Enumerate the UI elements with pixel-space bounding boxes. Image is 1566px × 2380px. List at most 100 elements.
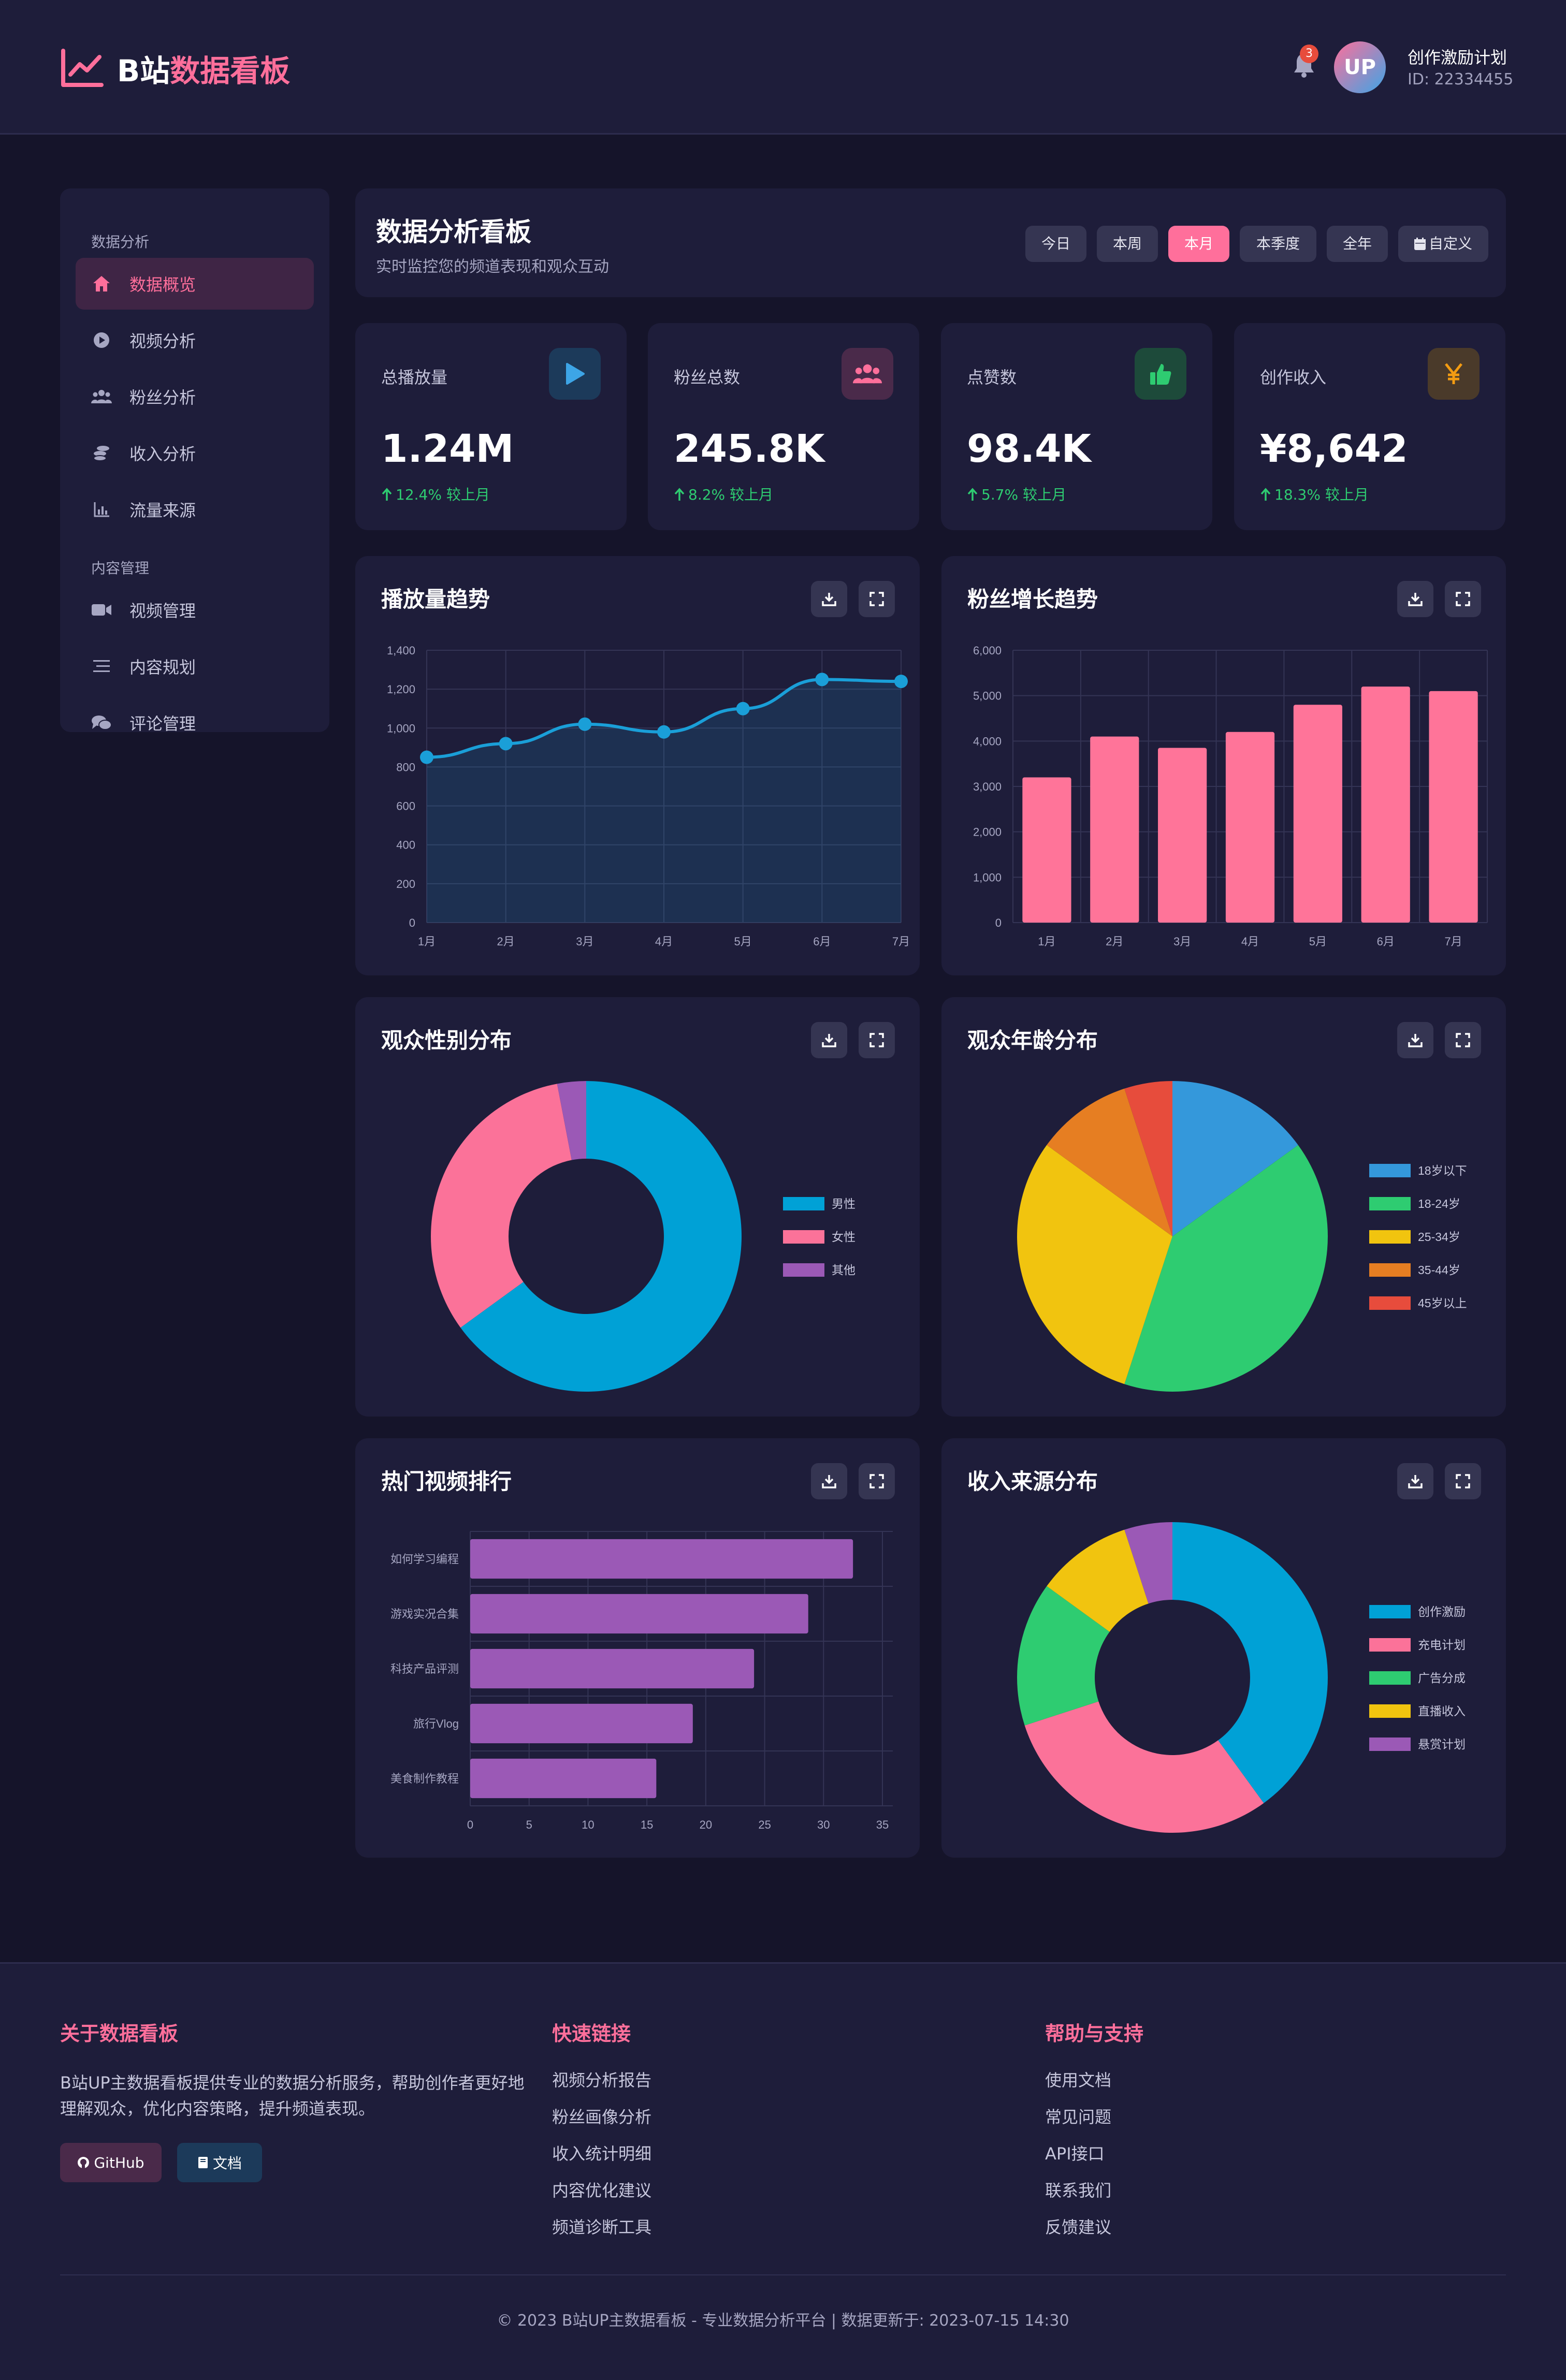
fullscreen-button[interactable] [859, 581, 895, 617]
pie-slice [1124, 1522, 1172, 1604]
x-tick-label: 3月 [1173, 935, 1191, 948]
fans-growth-panel: 粉丝增长趋势 0 1,000 2,000 3,000 4,000 5,000 6,000 1月… [941, 556, 1506, 975]
fans-growth-chart: 0 1,000 2,000 3,000 4,000 5,000 6,000 1月 2月 3月 4月 5… [973, 644, 1488, 948]
pie-slice [1017, 1586, 1110, 1726]
stat-label: 粉丝总数 [674, 368, 741, 387]
play-icon [549, 348, 601, 400]
data-point [420, 750, 433, 764]
fullscreen-button[interactable] [1445, 581, 1481, 617]
footer-divider [60, 2274, 1506, 2275]
chart-title: 粉丝增长趋势 [967, 587, 1098, 612]
fullscreen-button[interactable] [859, 1022, 895, 1058]
github-button[interactable]: GitHub [60, 2143, 162, 2182]
chart-title: 观众年龄分布 [967, 1028, 1098, 1053]
comments-icon [91, 712, 112, 732]
stat-card-fans: 粉丝总数 245.8K 8.2% 较上月 [648, 323, 919, 530]
sidebar-item-label: 流量来源 [129, 501, 196, 520]
range-year-button[interactable]: 全年 [1327, 226, 1388, 262]
legend-swatch [1369, 1296, 1411, 1310]
page-title: 数据分析看板 [376, 217, 531, 247]
top-header: B站数据看板 3 UP 创作激励计划 ID: 22334455 [0, 0, 1566, 135]
sidebar-item-income-analysis[interactable]: 收入分析 [76, 427, 314, 479]
download-button[interactable] [811, 581, 847, 617]
fullscreen-button[interactable] [1445, 1463, 1481, 1499]
coins-icon [91, 443, 112, 463]
legend-label: 直播收入 [1418, 1704, 1466, 1718]
footer-help-link[interactable]: 反馈建议 [1045, 2217, 1112, 2237]
stat-label: 创作收入 [1260, 368, 1327, 387]
sidebar-item-traffic-source[interactable]: 流量来源 [76, 484, 314, 535]
download-button[interactable] [811, 1022, 847, 1058]
download-button[interactable] [811, 1463, 847, 1499]
fullscreen-button[interactable] [1445, 1022, 1481, 1058]
download-button[interactable] [1397, 581, 1433, 617]
x-tick-label: 6月 [813, 935, 831, 948]
docs-button[interactable]: 文档 [177, 2143, 262, 2182]
y-tick-label: 200 [396, 878, 415, 890]
legend-label: 18岁以下 [1418, 1164, 1467, 1177]
sidebar-item-content-planning[interactable]: 内容规划 [76, 640, 314, 692]
avatar[interactable]: UP [1334, 41, 1386, 93]
stat-value: ¥8,642 [1260, 427, 1408, 471]
download-icon [822, 593, 836, 606]
pie-slice [1047, 1088, 1172, 1236]
range-month-button[interactable]: 本月 [1168, 226, 1229, 262]
sidebar-item-label: 粉丝分析 [129, 388, 196, 407]
footer-about-text: B站UP主数据看板提供专业的数据分析服务，帮助创作者更好地理解观众，优化内容策略… [60, 2073, 525, 2119]
data-point [578, 717, 592, 731]
legend-label: 35-44岁 [1418, 1263, 1460, 1277]
footer-link[interactable]: 视频分析报告 [552, 2070, 652, 2090]
range-custom-button[interactable]: 自定义 [1398, 226, 1488, 262]
footer-link[interactable]: 粉丝画像分析 [552, 2107, 652, 2127]
footer-help-link[interactable]: 联系我们 [1045, 2181, 1112, 2200]
data-point [815, 673, 829, 687]
footer-help: 帮助与支持 使用文档 常见问题 API接口 联系我们 反馈建议 [1045, 2018, 1143, 2254]
x-tick-label: 7月 [892, 935, 910, 948]
range-week-button[interactable]: 本周 [1097, 226, 1158, 262]
range-today-button[interactable]: 今日 [1025, 226, 1086, 262]
logo[interactable]: B站数据看板 [60, 47, 290, 90]
footer-help-link[interactable]: API接口 [1045, 2144, 1105, 2164]
footer-link[interactable]: 收入统计明细 [552, 2144, 652, 2164]
y-tick-label: 游戏实况合集 [390, 1608, 459, 1620]
bar [1225, 732, 1275, 923]
download-button[interactable] [1397, 1463, 1433, 1499]
pie-slice [1024, 1701, 1264, 1833]
footer-link[interactable]: 频道诊断工具 [552, 2217, 652, 2237]
sidebar-item-label: 评论管理 [129, 714, 196, 732]
y-tick-label: 1,000 [973, 871, 1002, 884]
x-tick-label: 0 [467, 1818, 473, 1831]
pie-slice [1172, 1522, 1328, 1803]
sidebar-item-video-analysis[interactable]: 视频分析 [76, 314, 314, 366]
x-tick-label: 25 [758, 1818, 771, 1831]
fullscreen-button[interactable] [859, 1463, 895, 1499]
sidebar-item-fans-analysis[interactable]: 粉丝分析 [76, 371, 314, 422]
chart-title: 收入来源分布 [967, 1469, 1098, 1494]
hot-videos-panel: 热门视频排行 0 5 10 15 20 25 30 35 如何学习编程 游戏实况合集 科技产品评测旅… [355, 1438, 920, 1858]
data-point [657, 725, 671, 739]
legend-swatch [1369, 1263, 1411, 1277]
sidebar-item-video-management[interactable]: 视频管理 [76, 584, 314, 636]
stat-change: 18.3% 较上月 [1260, 484, 1369, 504]
sidebar-item-comment-management[interactable]: 评论管理 [76, 697, 314, 732]
y-tick-label: 1,400 [387, 644, 415, 657]
expand-icon [869, 1474, 884, 1488]
stat-value: 98.4K [967, 427, 1091, 471]
download-button[interactable] [1397, 1022, 1433, 1058]
bar [1429, 691, 1478, 923]
footer: 关于数据看板 B站UP主数据看板提供专业的数据分析服务，帮助创作者更好地理解观众… [0, 1962, 1566, 2380]
bar [1090, 736, 1139, 923]
x-tick-label: 30 [817, 1818, 830, 1831]
legend-swatch [1369, 1197, 1411, 1210]
footer-help-link[interactable]: 使用文档 [1045, 2070, 1112, 2090]
footer-link[interactable]: 内容优化建议 [552, 2181, 652, 2200]
stat-card-income: 创作收入 ¥8,642 18.3% 较上月 [1234, 323, 1505, 530]
bar [470, 1758, 657, 1799]
range-quarter-button[interactable]: 本季度 [1240, 226, 1316, 262]
sidebar: 数据分析 数据概览 视频分析 粉丝分析 收入分析 流量来源 内容管理 视频管理 … [60, 188, 329, 732]
arrow-up-icon [382, 488, 392, 501]
footer-help-link[interactable]: 常见问题 [1045, 2107, 1112, 2127]
sidebar-item-overview[interactable]: 数据概览 [76, 258, 314, 310]
